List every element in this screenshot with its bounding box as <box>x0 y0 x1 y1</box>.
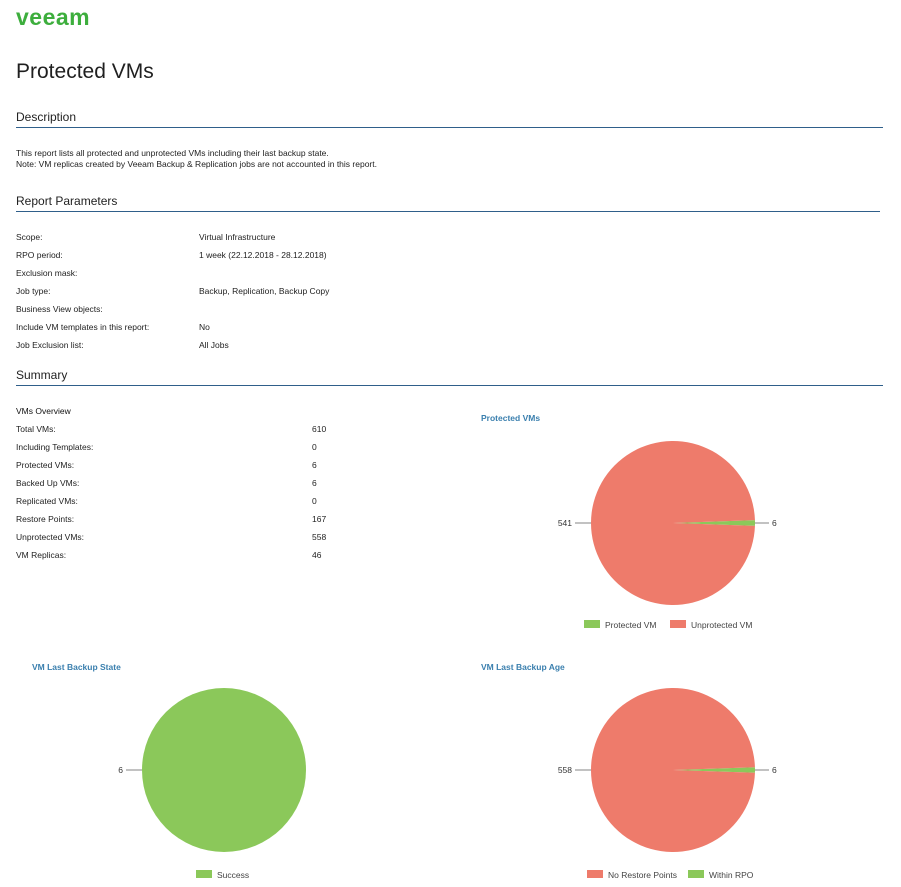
param-label: Job Exclusion list: <box>16 340 84 350</box>
unprotected-vm-legend-swatch <box>670 620 686 628</box>
param-value: Backup, Replication, Backup Copy <box>199 286 330 296</box>
overview-value: 558 <box>312 532 327 542</box>
svg-text:veeam: veeam <box>16 7 90 29</box>
param-label: Business View objects: <box>16 304 103 314</box>
protected-vm-data-label: 6 <box>772 518 777 528</box>
success-data-label: 6 <box>118 765 123 775</box>
parameters-heading: Report Parameters <box>16 194 118 208</box>
within-rpo-slice <box>673 767 755 773</box>
parameters-divider <box>16 211 880 212</box>
unprotected-vm-slice <box>590 441 755 605</box>
param-label: Scope: <box>16 232 43 242</box>
within-rpo-legend-label: Within RPO <box>709 870 754 880</box>
overview-value: 6 <box>312 460 317 470</box>
description-line-2: Note: VM replicas created by Veeam Backu… <box>16 158 377 169</box>
param-value: No <box>199 322 210 332</box>
summary-heading: Summary <box>16 368 68 382</box>
overview-value: 0 <box>312 442 317 452</box>
page-title: Protected VMs <box>16 60 154 83</box>
within-rpo-data-label: 6 <box>772 765 777 775</box>
protected-vm-legend-swatch <box>584 620 600 628</box>
overview-label: Including Templates: <box>16 442 94 452</box>
param-label: Include VM templates in this report: <box>16 322 150 332</box>
summary-divider <box>16 385 883 386</box>
vms-overview-heading: VMs Overview <box>16 406 71 416</box>
backup-age-pie-chart: 6 558 No Restore Points Within RPO <box>558 688 777 880</box>
param-value: Virtual Infrastructure <box>199 232 276 242</box>
param-label: RPO period: <box>16 250 63 260</box>
success-legend-swatch <box>196 870 212 878</box>
overview-value: 0 <box>312 496 317 506</box>
protected-vm-slice <box>673 520 755 526</box>
overview-value: 610 <box>312 424 327 434</box>
no-restore-points-data-label: 558 <box>558 765 572 775</box>
description-divider <box>16 127 883 128</box>
success-legend-label: Success <box>217 870 249 880</box>
backup-state-pie-chart: 6 Success <box>118 688 306 880</box>
backup-age-chart-title: VM Last Backup Age <box>481 662 565 672</box>
overview-value: 46 <box>312 550 322 560</box>
param-value: All Jobs <box>199 340 229 350</box>
overview-label: VM Replicas: <box>16 550 67 560</box>
overview-label: Total VMs: <box>16 424 56 434</box>
overview-value: 167 <box>312 514 327 524</box>
unprotected-vm-legend-label: Unprotected VM <box>691 620 752 630</box>
protected-vm-legend-label: Protected VM <box>605 620 657 630</box>
overview-label: Protected VMs: <box>16 460 75 470</box>
overview-label: Unprotected VMs: <box>16 532 85 542</box>
overview-label: Restore Points: <box>16 514 75 524</box>
overview-value: 6 <box>312 478 317 488</box>
description-text: This report lists all protected and unpr… <box>16 148 377 169</box>
param-value: 1 week (22.12.2018 - 28.12.2018) <box>199 250 327 260</box>
protected-vms-chart-title: Protected VMs <box>481 413 541 423</box>
unprotected-vm-data-label: 541 <box>558 518 572 528</box>
description-heading: Description <box>16 110 77 124</box>
within-rpo-legend-swatch <box>688 870 704 878</box>
overview-label: Backed Up VMs: <box>16 478 80 488</box>
overview-label: Replicated VMs: <box>16 496 78 506</box>
param-label: Exclusion mask: <box>16 268 78 278</box>
param-label: Job type: <box>16 286 51 296</box>
success-slice <box>142 688 306 852</box>
protected-vms-pie-chart: 6 541 Protected VM Unprotected VM <box>558 441 777 630</box>
no-restore-points-legend-swatch <box>587 870 603 878</box>
backup-state-chart-title: VM Last Backup State <box>32 662 121 672</box>
no-restore-points-legend-label: No Restore Points <box>608 870 677 880</box>
no-restore-points-slice <box>590 688 755 852</box>
description-line-1: This report lists all protected and unpr… <box>16 148 329 158</box>
veeam-logo: veeam <box>16 7 90 29</box>
